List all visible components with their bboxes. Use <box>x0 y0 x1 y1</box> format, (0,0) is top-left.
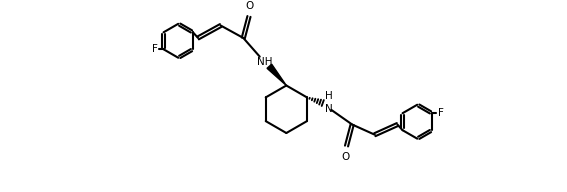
Text: NH: NH <box>257 57 273 67</box>
Text: O: O <box>246 1 253 11</box>
Polygon shape <box>267 64 286 85</box>
Text: O: O <box>342 152 350 162</box>
Text: F: F <box>438 108 443 118</box>
Text: N: N <box>324 104 332 114</box>
Text: H: H <box>325 91 333 101</box>
Text: F: F <box>152 44 158 54</box>
